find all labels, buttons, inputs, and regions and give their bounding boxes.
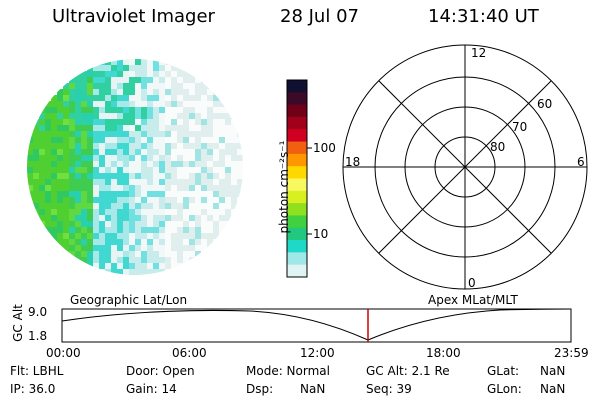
- gain-info: Gain: 14: [126, 382, 177, 396]
- mlt-label-12: 12: [471, 46, 487, 60]
- timeline-xtick-1200: 12:00: [300, 346, 335, 360]
- glat-value: NaN: [540, 364, 566, 378]
- colorbar-band: [287, 190, 307, 204]
- colorbar-band: [287, 141, 307, 155]
- mode-info: Mode: Normal: [246, 364, 330, 378]
- colorbar-band: [287, 215, 307, 229]
- colorbar-band: [287, 104, 307, 118]
- colorbar-band: [287, 252, 307, 266]
- gcalt-info: GC Alt: 2.1 Re: [366, 364, 450, 378]
- dsp-label: Dsp:: [246, 382, 274, 396]
- colorbar-tick-10: 10: [313, 227, 329, 241]
- mlt-label-18: 18: [345, 155, 361, 169]
- glon-value: NaN: [540, 382, 566, 396]
- colorbar-band: [287, 92, 307, 106]
- instrument-title: Ultraviolet Imager: [52, 6, 215, 27]
- colorbar-band: [287, 116, 307, 130]
- filter-info: Flt: LBHL: [10, 364, 64, 378]
- mlt-label-6: 6: [577, 155, 585, 169]
- glon-label: GLon:: [487, 382, 522, 396]
- colorbar-band: [287, 129, 307, 143]
- timeline-xtick-0000: 00:00: [46, 346, 81, 360]
- colorbar-band: [287, 153, 307, 167]
- seq-info: Seq: 39: [366, 382, 412, 396]
- mlt-label-0: 0: [468, 276, 476, 290]
- colorbar-tick-100: 100: [313, 141, 336, 155]
- colorbar-band: [287, 80, 307, 93]
- observation-date: 28 Jul 07: [280, 6, 359, 27]
- colorbar-band: [287, 227, 307, 241]
- timeline-right-title: Apex MLat/MLT: [428, 293, 518, 307]
- observation-time: 14:31:40 UT: [428, 6, 539, 27]
- lat-label-80: 80: [490, 140, 506, 154]
- colorbar-band: [287, 166, 307, 179]
- lat-label-60: 60: [537, 97, 553, 111]
- timeline-xtick-0600: 06:00: [172, 346, 207, 360]
- lat-label-70: 70: [512, 120, 528, 134]
- colorbar-band: [287, 240, 307, 253]
- door-info: Door: Open: [126, 364, 195, 378]
- colorbar-band: [287, 203, 307, 216]
- timeline-left-title: Geographic Lat/Lon: [70, 293, 188, 307]
- timeline-xtick-1800: 18:00: [426, 346, 461, 360]
- colorbar-band: [287, 178, 307, 192]
- glat-label: GLat:: [487, 364, 520, 378]
- dsp-value: NaN: [300, 382, 326, 396]
- ip-info: IP: 36.0: [10, 382, 56, 396]
- timeline-ytick-top: 9.0: [28, 305, 48, 319]
- timeline-ytick-bottom: 1.8: [28, 329, 48, 343]
- colorbar-band: [287, 264, 307, 278]
- timeline-xtick-2359: 23:59: [554, 346, 589, 360]
